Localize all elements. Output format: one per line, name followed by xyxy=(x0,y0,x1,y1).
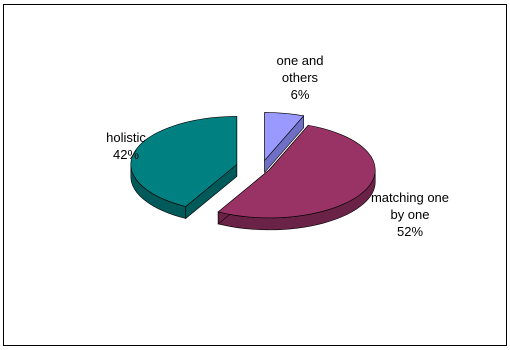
slice-label-matching-one-by-one: matching one by one 52% xyxy=(362,189,458,240)
slice-percent: 52% xyxy=(396,224,424,239)
slice-label-line: one and xyxy=(276,53,324,68)
slice-label-line: holistic xyxy=(106,130,146,145)
pie-slice xyxy=(217,124,376,219)
chart-frame xyxy=(3,4,507,346)
slice-label-line: matching one xyxy=(370,190,450,205)
slice-label-holistic: holistic 42% xyxy=(96,129,156,163)
slice-label-line: others xyxy=(281,70,319,85)
slice-label-line: by one xyxy=(390,207,430,222)
slice-percent: 6% xyxy=(290,87,310,102)
pie-slice xyxy=(264,112,305,162)
pie-slice xyxy=(130,116,238,207)
slice-label-one-and-others: one and others 6% xyxy=(263,52,337,103)
slice-percent: 42% xyxy=(112,147,140,162)
